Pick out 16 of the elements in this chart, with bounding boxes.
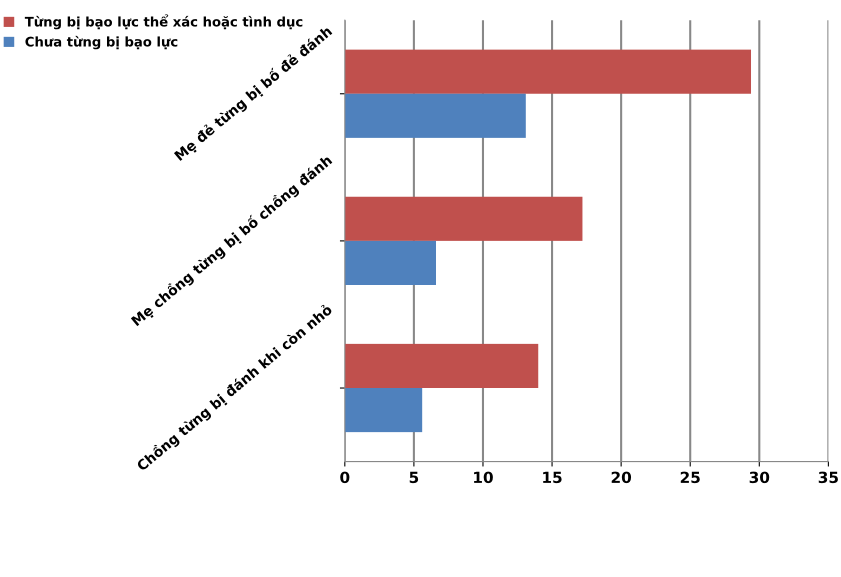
bar [344,196,582,241]
x-tick-label: 35 [818,472,838,484]
bar [344,344,538,388]
bar [344,240,436,286]
bar [344,388,422,432]
x-tick-label: 25 [680,472,700,484]
x-tick-label: 30 [750,472,770,484]
x-tick-label: 15 [543,472,562,484]
bar [344,94,526,138]
x-tick-label: 0 [340,472,350,484]
legend-label: Từng bị bạo lực thể xác hoặc tình dục [24,14,302,30]
legend-label: Chưa từng bị bạo lực [25,36,178,50]
x-tick-label: 10 [474,472,493,484]
x-tick-label: 5 [410,472,418,484]
x-tick-label: 20 [612,472,632,484]
bar [344,50,752,94]
